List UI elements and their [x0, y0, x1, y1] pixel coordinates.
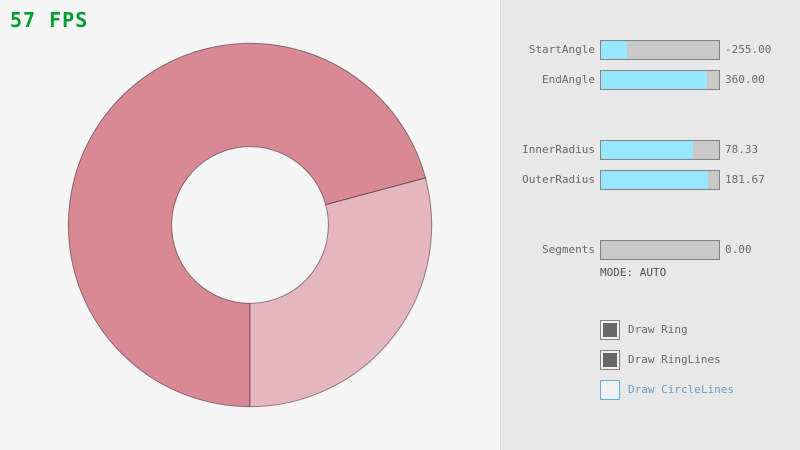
ring-sector-dark — [67, 42, 427, 408]
outerradius-value: 181.67 — [725, 173, 765, 186]
endangle-row: EndAngle 360.00 — [0, 70, 800, 90]
innerradius-slider-fill — [601, 141, 694, 159]
fps-counter: 57 FPS — [10, 8, 89, 32]
check-mark — [603, 323, 617, 337]
segments-slider[interactable] — [600, 240, 720, 260]
startangle-value: -255.00 — [725, 43, 772, 56]
endangle-label: EndAngle — [542, 73, 595, 86]
ring-chart — [67, 42, 433, 408]
endangle-value: 360.00 — [725, 73, 765, 86]
innerradius-label: InnerRadius — [522, 143, 595, 156]
outerradius-row: OuterRadius 181.67 — [0, 170, 800, 190]
innerradius-row: InnerRadius 78.33 — [0, 140, 800, 160]
startangle-slider[interactable] — [600, 40, 720, 60]
outerradius-label: OuterRadius — [522, 173, 595, 186]
innerradius-slider[interactable] — [600, 140, 720, 160]
draw-ringlines-row: Draw RingLines — [0, 350, 800, 370]
startangle-slider-fill — [601, 41, 627, 59]
startangle-row: StartAngle -255.00 — [0, 40, 800, 60]
draw-circlelines-row: Draw CircleLines — [0, 380, 800, 400]
segments-label: Segments — [542, 243, 595, 256]
segments-row: Segments 0.00 — [0, 240, 800, 260]
draw-ring-label: Draw Ring — [628, 323, 688, 336]
ring-sector-light — [249, 177, 433, 408]
draw-ringlines-checkbox[interactable] — [600, 350, 620, 370]
innerradius-value: 78.33 — [725, 143, 759, 156]
segments-value: 0.00 — [725, 243, 752, 256]
endangle-slider[interactable] — [600, 70, 720, 90]
outerradius-slider[interactable] — [600, 170, 720, 190]
endangle-slider-fill — [601, 71, 708, 89]
draw-ringlines-label: Draw RingLines — [628, 353, 721, 366]
startangle-label: StartAngle — [528, 43, 595, 56]
draw-ring-checkbox[interactable] — [600, 320, 620, 340]
outerradius-slider-fill — [601, 171, 709, 189]
draw-ring-row: Draw Ring — [0, 320, 800, 340]
check-mark — [603, 353, 617, 367]
mode-label: MODE: AUTO — [600, 266, 667, 279]
draw-circlelines-label: Draw CircleLines — [628, 383, 734, 396]
draw-circlelines-checkbox[interactable] — [600, 380, 620, 400]
